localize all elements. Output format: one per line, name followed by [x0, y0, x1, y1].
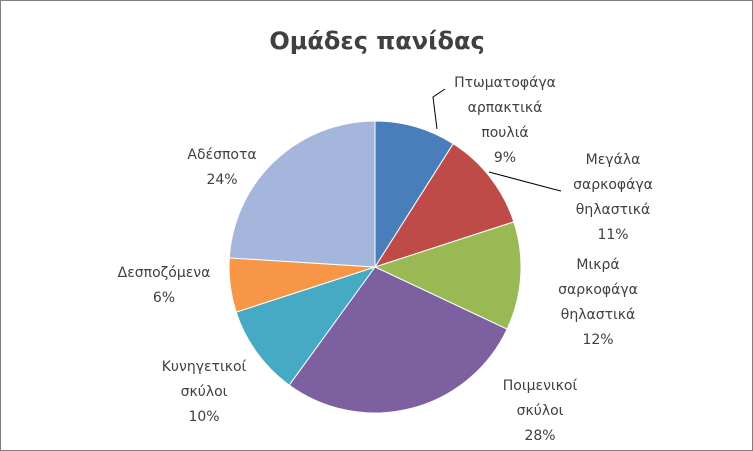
- slice-name: σαρκοφάγα: [558, 282, 638, 298]
- slice-name: Κυνηγετικοί: [162, 359, 247, 375]
- slice-label: Δεσποζόμενα 6%: [118, 265, 211, 306]
- slice-name: Αδέσποτα: [187, 147, 256, 163]
- slice-name: Δεσποζόμενα: [118, 265, 211, 281]
- slice-name: σκύλοι: [181, 384, 228, 400]
- data-labels: Πτωματοφάγα αρπακτικά πουλιά 9% Μεγάλα σαρκοφ…: [118, 75, 653, 444]
- pie-slice: [373, 143, 515, 268]
- slice-label: Μεγάλα σαρκοφάγα θηλαστικά 11%: [573, 152, 653, 243]
- slice-name: θηλαστικά: [576, 202, 650, 218]
- chart-title: Ομάδες πανίδας: [269, 27, 484, 55]
- slice-percent: 28%: [524, 428, 555, 444]
- slice-name: πουλιά: [481, 125, 528, 141]
- leader-lines: [432, 88, 562, 192]
- pie-slice: [228, 120, 376, 268]
- slice-label: Κυνηγετικοί σκύλοι 10%: [162, 359, 247, 425]
- slice-percent: 6%: [153, 290, 175, 306]
- slice-label: Ποιμενικοί σκύλοι 28%: [503, 378, 578, 444]
- slice-percent: 11%: [597, 227, 628, 243]
- slice-name: Μεγάλα: [586, 152, 641, 168]
- slice-name: Ποιμενικοί: [503, 378, 578, 394]
- slice-label: Πτωματοφάγα αρπακτικά πουλιά 9%: [454, 75, 556, 166]
- pie-slice: [374, 120, 454, 269]
- pie-slices: [228, 120, 522, 414]
- slice-name: αρπακτικά: [468, 100, 543, 116]
- slice-percent: 10%: [188, 409, 219, 425]
- slice-name: Μικρά: [576, 257, 619, 273]
- slice-percent: 24%: [206, 172, 237, 188]
- slice-name: σαρκοφάγα: [573, 177, 653, 193]
- pie-slice: [373, 221, 522, 330]
- slice-name: σκύλοι: [517, 403, 564, 419]
- slice-percent: 9%: [494, 150, 516, 166]
- leader-line: [432, 88, 446, 130]
- pie-slice: [288, 266, 508, 414]
- leader-line: [488, 171, 562, 192]
- slice-name: θηλαστικά: [561, 307, 635, 323]
- slice-name: Πτωματοφάγα: [454, 75, 556, 91]
- slice-label: Μικρά σαρκοφάγα θηλαστικά 12%: [558, 257, 638, 348]
- slice-percent: 12%: [582, 332, 613, 348]
- pie-slice: [235, 266, 377, 386]
- slice-label: Αδέσποτα 24%: [187, 147, 256, 188]
